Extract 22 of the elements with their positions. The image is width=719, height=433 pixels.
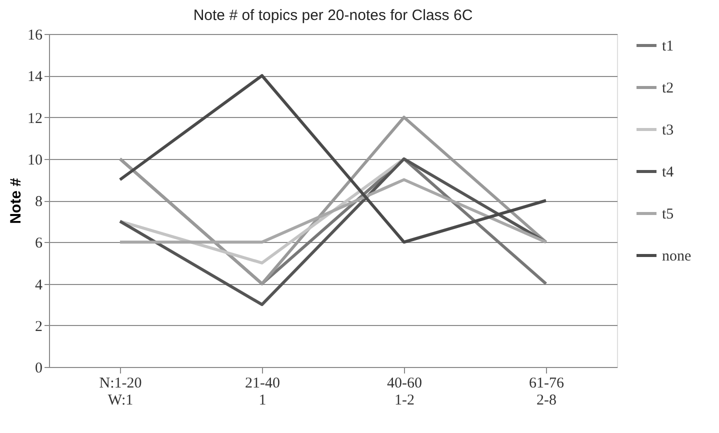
x-tick-label: 61-76 2-8 bbox=[529, 376, 564, 408]
y-tick-label: 16 bbox=[28, 28, 43, 44]
y-axis-title: Note # bbox=[8, 177, 24, 224]
y-tick-label: 6 bbox=[35, 236, 43, 252]
y-tick-label: 0 bbox=[35, 360, 42, 376]
y-tick-label: 14 bbox=[28, 69, 43, 86]
legend-label: t1 bbox=[662, 38, 674, 54]
line-series bbox=[118, 116, 548, 286]
legend-label: t5 bbox=[662, 206, 674, 222]
x-tick-label: N:1-20 W:1 bbox=[99, 376, 142, 408]
x-tick-label: 21-40 1 bbox=[245, 376, 280, 408]
chart-title: Note # of topics per 20-notes for Class 6C bbox=[193, 7, 473, 24]
legend-label: t4 bbox=[662, 164, 674, 180]
y-tick-label: 2 bbox=[35, 318, 42, 335]
y-tick-label: 10 bbox=[28, 152, 42, 168]
x-tick-label: 40-60 1-2 bbox=[387, 376, 422, 408]
legend-label: t3 bbox=[662, 122, 674, 138]
legend-label: t2 bbox=[662, 80, 674, 96]
y-tick-label: 12 bbox=[28, 110, 42, 127]
y-tick-label: 8 bbox=[35, 194, 42, 210]
y-tick-label: 4 bbox=[35, 277, 43, 294]
legend-label: none bbox=[662, 248, 692, 264]
